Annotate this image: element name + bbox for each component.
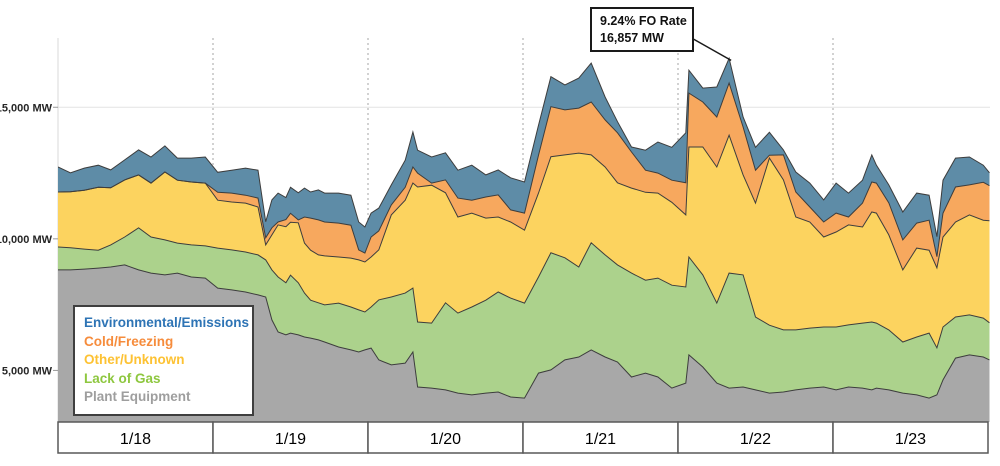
- x-axis-day-label: 1/23: [895, 431, 926, 448]
- y-tick-label: 15,000 MW: [0, 102, 53, 114]
- legend-item: Lack of Gas: [84, 370, 161, 386]
- stacked-areas: [58, 56, 990, 422]
- y-tick-label: 5,000 MW: [2, 365, 53, 377]
- x-axis-day-box: [832, 421, 989, 454]
- x-axis-day-label: 1/18: [120, 431, 151, 448]
- legend-item: Plant Equipment: [84, 389, 191, 404]
- legend-item: Cold/Freezing: [84, 333, 174, 349]
- boundary-cold-freezing: [58, 81, 990, 257]
- boundary-plant-equipment: [58, 264, 990, 399]
- x-axis-day-box: [677, 421, 834, 454]
- chart-legend: Environmental/Emissions Cold/Freezing Othe…: [73, 305, 254, 416]
- y-axis-labels: 15,000 MW 10,000 MW 5,000 MW: [0, 102, 58, 377]
- boundary-environmental-emissions: [58, 56, 990, 237]
- x-axis-day-label: 1/22: [740, 431, 771, 448]
- x-axis-day-box: [57, 421, 214, 454]
- annotation-fo-rate: 9.24% FO Rate: [600, 14, 687, 28]
- x-axis-day-box: [367, 421, 524, 454]
- y-tick-label: 10,000 MW: [0, 234, 53, 246]
- boundary-lack-of-gas: [58, 227, 990, 350]
- area-layer-plant-equipment: [58, 264, 990, 422]
- boundary-other-unknown: [58, 133, 990, 271]
- x-axis-day-label: 1/19: [275, 431, 306, 448]
- x-axis-day-box: [522, 421, 679, 454]
- x-axis: 1/18 1/19 1/20 1/21 1/22 1/23: [57, 421, 989, 454]
- x-axis-day-box: [212, 421, 369, 454]
- legend-item: Environmental/Emissions: [84, 315, 250, 330]
- annotation-callout: 9.24% FO Rate 16,857 MW: [590, 7, 694, 52]
- annotation-leader-line: [687, 35, 732, 62]
- x-axis-day-label: 1/20: [430, 431, 461, 448]
- x-axis-day-label: 1/21: [585, 431, 616, 448]
- annotation-mw-value: 16,857 MW: [600, 30, 664, 45]
- legend-item: Other/Unknown: [84, 352, 185, 367]
